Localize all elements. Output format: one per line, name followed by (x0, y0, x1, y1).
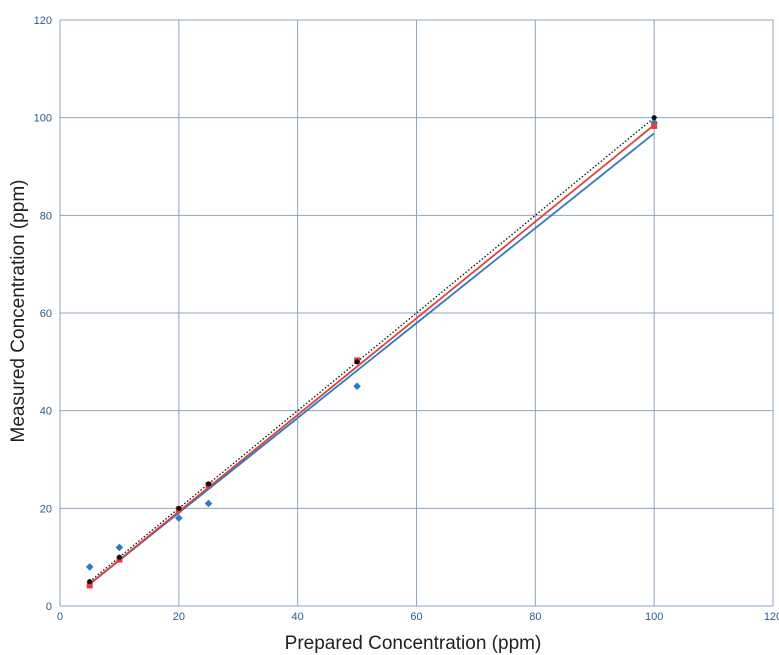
data-point-blue (85, 563, 94, 571)
data-point-red (86, 582, 93, 589)
x-tick-label: 0 (57, 611, 63, 623)
data-points (85, 115, 658, 589)
x-tick-label: 80 (529, 611, 541, 623)
data-point-red (651, 122, 658, 129)
data-point-blue (204, 499, 213, 508)
data-point-black (205, 481, 212, 487)
trendline-red (89, 124, 655, 585)
trendline-blue (89, 132, 655, 585)
data-point-blue (353, 382, 361, 391)
x-tick-label: 40 (292, 611, 304, 623)
data-point-blue (175, 514, 183, 522)
x-tick-label: 100 (645, 611, 663, 623)
y-tick-label: 20 (40, 503, 52, 515)
y-tick-label: 60 (40, 308, 52, 320)
x-tick-label: 60 (410, 611, 422, 623)
data-point-blue (115, 543, 124, 552)
y-tick-label: 100 (34, 113, 52, 125)
data-point-black (354, 359, 360, 365)
x-tick-label: 20 (173, 611, 185, 623)
y-tick-label: 40 (40, 406, 52, 418)
y-tick-label: 80 (40, 210, 52, 222)
data-point-black (87, 578, 93, 585)
y-tick-label: 0 (46, 601, 52, 613)
data-point-black (116, 554, 123, 560)
y-axis-title: Measured Concentration (ppm) (8, 180, 29, 443)
data-point-black (651, 115, 657, 121)
x-axis-title: Prepared Concentration (ppm) (285, 633, 542, 654)
data-point-black (176, 505, 182, 511)
trendlines (89, 117, 655, 585)
trendline-black (89, 117, 655, 583)
y-tick-label: 120 (34, 15, 52, 27)
tick-labels: 0 20 40 60 80 100 120 0 20 40 60 80 100 120 (34, 15, 779, 623)
x-tick-label: 120 (764, 611, 779, 623)
